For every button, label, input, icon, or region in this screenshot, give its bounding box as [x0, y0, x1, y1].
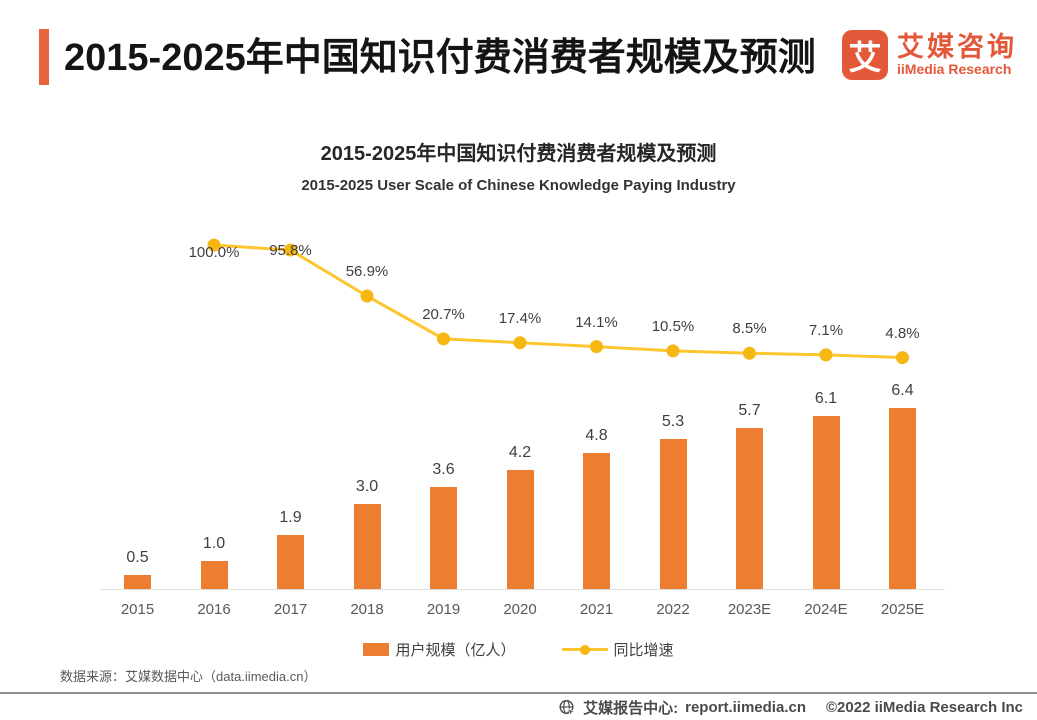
footer-url: report.iimedia.cn — [685, 699, 806, 716]
title-accent-bar — [39, 29, 49, 85]
growth-point — [743, 346, 756, 360]
growth-point — [896, 351, 909, 365]
bar-value-label: 3.6 — [432, 461, 455, 479]
legend-label: 同比增速 — [613, 642, 674, 659]
growth-point — [590, 340, 603, 354]
x-axis-tick-label: 2015 — [120, 601, 155, 618]
brand-logo: 艾 艾媒咨询 iiMedia Research — [842, 30, 1017, 80]
bar-value-label: 6.4 — [891, 381, 914, 399]
chart-title: 2015-2025年中国知识付费消费者规模及预测 — [320, 143, 717, 165]
x-axis-tick-label: 2021 — [579, 601, 614, 618]
legend-label: 用户规模（亿人） — [395, 642, 516, 659]
growth-point — [513, 336, 527, 350]
bar — [736, 427, 763, 589]
x-axis-tick-label: 2020 — [503, 601, 537, 618]
x-axis-tick-label: 2025E — [880, 601, 925, 618]
growth-value-label: 95.8% — [269, 242, 312, 260]
bar-value-label: 0.5 — [126, 548, 149, 566]
line-swatch-icon — [561, 644, 608, 655]
bar-value-label: 3.0 — [355, 478, 379, 496]
footer-divider — [0, 692, 1037, 694]
growth-value-label: 17.4% — [498, 309, 542, 327]
bar-value-label: 4.2 — [508, 444, 532, 462]
logo-text: 艾媒咨询 iiMedia Research — [897, 31, 1017, 78]
x-axis-line — [100, 589, 945, 590]
bar-value-label: 1.0 — [202, 534, 226, 552]
growth-value-label: 100.0% — [188, 244, 240, 262]
x-axis-tick-label: 2019 — [426, 601, 461, 618]
logo-icon: 艾 — [842, 30, 888, 80]
chart-legend: 用户规模（亿人） 同比增速 — [0, 639, 1037, 660]
footer-copyright: ©2022 iiMedia Research Inc — [826, 699, 1023, 716]
bar — [430, 487, 457, 589]
bar-swatch-icon — [363, 643, 390, 656]
bar — [124, 574, 151, 589]
globe-icon — [558, 699, 577, 717]
x-axis-tick-label: 2023E — [727, 601, 772, 618]
bar-value-label: 1.9 — [279, 509, 302, 527]
logo-brand-cn: 艾媒咨询 — [897, 31, 1017, 62]
logo-brand-en: iiMedia Research — [897, 61, 1012, 78]
bar — [889, 407, 916, 589]
x-axis-tick-label: 2024E — [804, 601, 848, 618]
x-axis-tick-label: 2016 — [197, 601, 231, 618]
bar-value-label: 5.7 — [738, 401, 761, 419]
page-title: 2015-2025年中国知识付费消费者规模及预测 — [64, 37, 816, 79]
source-note: 数据来源：艾媒数据中心（data.iimedia.cn） — [60, 669, 317, 684]
growth-value-label: 4.8% — [885, 324, 920, 342]
chart-subtitle: 2015-2025 User Scale of Chinese Knowledg… — [301, 177, 736, 194]
legend-item-user-scale: 用户规模（亿人） — [363, 639, 516, 660]
footer-site-label: 艾媒报告中心: — [583, 700, 679, 717]
bar-value-label: 6.1 — [814, 390, 838, 408]
growth-line — [213, 243, 903, 360]
bar — [277, 535, 304, 589]
growth-value-label: 14.1% — [575, 313, 618, 331]
bar-value-label: 4.8 — [585, 427, 608, 445]
growth-value-label: 10.5% — [651, 317, 695, 335]
legend-item-growth-rate: 同比增速 — [561, 639, 674, 660]
growth-value-label: 20.7% — [422, 305, 465, 323]
bar — [812, 416, 840, 589]
bar — [353, 504, 381, 589]
bar — [583, 453, 610, 589]
logo-glyph: 艾 — [848, 39, 882, 76]
footer-bar: 艾媒报告中心: report.iimedia.cn ©2022 iiMedia … — [558, 697, 1023, 718]
x-axis-tick-label: 2018 — [350, 601, 384, 618]
growth-point — [666, 344, 680, 358]
growth-value-label: 7.1% — [808, 321, 844, 339]
x-axis-tick-label: 2022 — [656, 601, 690, 618]
bar — [200, 560, 228, 589]
growth-value-label: 56.9% — [345, 263, 389, 281]
bar-value-label: 5.3 — [661, 413, 685, 430]
x-axis-tick-label: 2017 — [273, 601, 308, 618]
bar — [506, 470, 534, 589]
growth-point — [360, 289, 374, 303]
growth-value-label: 8.5% — [732, 320, 767, 338]
bar — [659, 439, 687, 589]
growth-point — [819, 348, 833, 362]
growth-point — [437, 332, 450, 346]
